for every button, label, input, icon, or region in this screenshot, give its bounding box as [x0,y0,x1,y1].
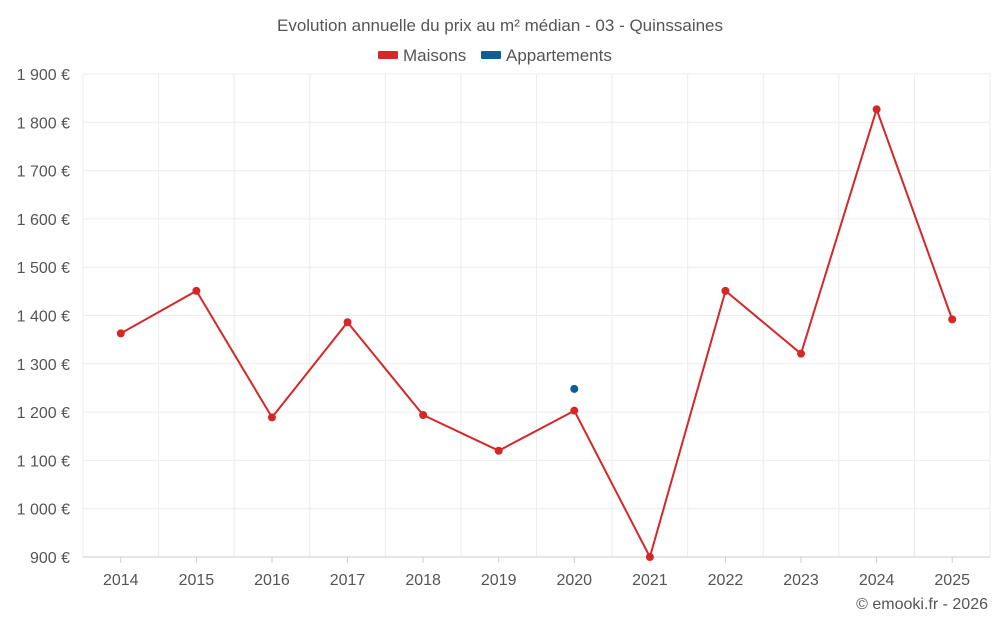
data-point-appartements-2020[interactable] [570,384,579,393]
x-tick-label: 2024 [859,572,895,589]
y-axis: 900 € 1 000 € 1 100 € 1 200 € 1 300 € 1 400 €… [17,67,70,567]
x-tick-label: 2016 [254,572,290,589]
legend-label-appartements: Appartements [506,46,612,65]
y-tick-label: 1 400 € [17,309,70,326]
grid [82,73,991,558]
data-point-maisons-2021[interactable] [645,553,654,561]
data-point-maisons-2025[interactable] [948,315,957,324]
data-point-maisons-2014[interactable] [116,329,125,338]
y-tick-label: 1 700 € [17,164,70,181]
data-point-maisons-2022[interactable] [721,286,730,295]
y-tick-label: 1 600 € [17,212,70,229]
series-layer [116,105,957,561]
data-point-maisons-2018[interactable] [419,410,428,419]
y-tick-label: 1 300 € [17,357,70,374]
y-tick-label: 1 100 € [17,453,70,470]
x-tick-label: 2023 [783,572,819,589]
data-point-maisons-2017[interactable] [343,318,352,327]
y-tick-label: 1 800 € [17,115,70,132]
legend: Maisons Appartements [378,46,612,65]
x-tick-label: 2021 [632,572,668,589]
y-tick-label: 900 € [30,550,70,567]
legend-label-maisons: Maisons [403,46,466,65]
legend-swatch-appartements [481,51,501,59]
x-tick-label: 2018 [405,572,441,589]
legend-swatch-maisons [378,51,398,59]
y-tick-label: 1 500 € [17,260,70,277]
legend-item-maisons[interactable]: Maisons [378,46,466,65]
credit-text: © emooki.fr - 2026 [856,596,988,613]
series-line-maisons [120,108,954,558]
x-tick-label: 2017 [330,572,366,589]
data-point-maisons-2020[interactable] [570,406,579,415]
data-point-maisons-2016[interactable] [267,413,276,422]
x-tick-label: 2019 [481,572,517,589]
data-point-maisons-2015[interactable] [192,286,201,295]
data-point-maisons-2024[interactable] [872,105,881,114]
data-point-maisons-2019[interactable] [494,446,503,455]
x-tick-label: 2025 [934,572,970,589]
y-tick-label: 1 900 € [17,67,70,84]
x-tick-label: 2020 [556,572,592,589]
x-tick-label: 2022 [708,572,744,589]
x-tick-label: 2015 [179,572,215,589]
chart-title: Evolution annuelle du prix au m² médian … [277,16,723,35]
x-axis: 2014 2015 2016 2017 2018 2019 2020 2021 2022 2023… [83,556,990,589]
y-tick-label: 1 200 € [17,405,70,422]
data-point-maisons-2023[interactable] [797,349,806,358]
y-tick-label: 1 000 € [17,502,70,519]
x-tick-label: 2014 [103,572,139,589]
legend-item-appartements[interactable]: Appartements [481,46,612,65]
